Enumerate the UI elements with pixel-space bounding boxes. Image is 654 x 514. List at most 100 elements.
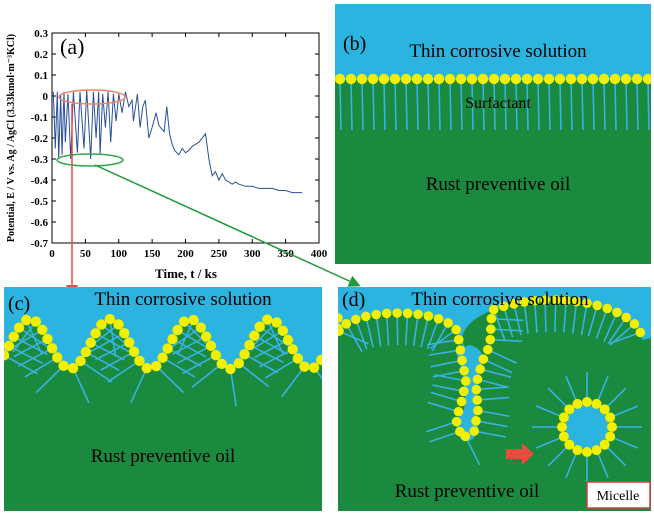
panel-b-surfactant-tails: [339, 79, 650, 131]
surfactant-head: [529, 295, 540, 306]
surfactant-tail: [264, 357, 299, 379]
surfactant-head: [576, 73, 588, 85]
surfactant-tail: [523, 301, 529, 334]
surfactant-head: [607, 422, 617, 432]
surfactant-tail: [162, 357, 196, 378]
surfactant-tail: [477, 409, 510, 418]
surfactant-tail: [130, 367, 148, 403]
surfactant-tail: [167, 347, 202, 367]
surfactant-head: [486, 313, 497, 324]
surfactant-head: [532, 73, 544, 85]
surfactant-head: [598, 73, 610, 85]
surfactant-tail: [238, 362, 270, 388]
surfactant-head: [631, 73, 643, 85]
surfactant-head: [244, 339, 255, 351]
surfactant-head: [453, 406, 464, 417]
surfactant-head: [210, 349, 222, 361]
surfactant-head: [85, 337, 96, 348]
surfactant-head: [486, 324, 496, 334]
surfactant-head: [335, 73, 346, 85]
surfactant-tail: [394, 79, 397, 131]
surfactant-tail: [339, 79, 342, 131]
surfactant-head: [58, 360, 69, 372]
surfactant-head: [47, 343, 58, 354]
surfactant-tail: [258, 348, 294, 368]
y-tick-label: 0: [43, 91, 49, 103]
surfactant-head: [123, 337, 135, 348]
surfactant-tail: [428, 349, 461, 356]
surfactant-tail: [580, 303, 588, 335]
surfactant-head: [582, 397, 592, 407]
surfactant-head: [338, 326, 344, 336]
panel-d-surfactant-tails: [338, 300, 642, 482]
surfactant-tail: [266, 319, 284, 355]
surfactant-head: [172, 324, 183, 336]
surfactant-head: [299, 361, 310, 372]
surfactant-tail: [9, 329, 43, 350]
surfactant-tail: [18, 347, 53, 367]
surfactant-tail: [430, 391, 462, 403]
panel-d-solution: [338, 287, 651, 360]
surfactant-tail: [490, 338, 523, 343]
surfactant-head: [635, 327, 646, 338]
surfactant-head: [599, 404, 610, 415]
surfactant-head: [239, 349, 250, 360]
surfactant-tail: [431, 322, 449, 352]
surfactant-head: [557, 422, 567, 432]
y-tick-label: -0.1: [31, 112, 48, 124]
surfactant-tail: [464, 435, 481, 466]
surfactant-head: [4, 350, 10, 361]
panel-c-oil-text: Rust preventive oil: [91, 446, 236, 467]
surfactant-head: [602, 303, 613, 314]
surfactant-head: [488, 73, 500, 85]
green-highlight-ellipse: [56, 153, 124, 167]
surfactant-head: [488, 304, 499, 315]
surfactant-head: [292, 353, 304, 364]
surfactant-tail: [396, 313, 399, 346]
plot-frame: [51, 32, 320, 244]
surfactant-head: [162, 343, 173, 354]
surfactant-head: [571, 296, 582, 307]
surfactant-tail: [570, 79, 573, 131]
surfactant-tail: [592, 79, 595, 131]
surfactant-tail: [94, 341, 130, 361]
surfactant-head: [519, 297, 530, 307]
panel-d: (d) Thin corrosive solution Rust prevent…: [338, 287, 651, 511]
x-axis-label: Time, t / ks: [155, 266, 217, 281]
surfactant-tail: [554, 300, 557, 333]
surfactant-head: [471, 384, 482, 395]
surfactant-head: [550, 295, 561, 305]
surfactant-tail: [244, 353, 279, 374]
surfactant-tail: [647, 79, 650, 131]
surfactant-tail: [429, 329, 457, 350]
x-tick-label: 0: [49, 248, 55, 260]
surfactant-head: [444, 73, 456, 85]
surfactant-head: [157, 352, 168, 363]
surfactant-tail: [533, 300, 538, 333]
y-axis: 0.3 0.2 0.1 0 -0.1 -0.2 -0.3 -0.4 -0.5 -0.6 -0.7: [31, 28, 319, 250]
surfactant-head: [392, 308, 402, 318]
surfactant-head: [443, 318, 453, 328]
surfactant-tail: [614, 79, 617, 131]
surfactant-head: [455, 345, 466, 355]
surfactant-tail: [477, 378, 509, 389]
surfactant-head: [200, 331, 212, 342]
surfactant-head: [30, 316, 42, 327]
micelle-label: Micelle: [597, 489, 640, 504]
surfactant-head: [458, 386, 469, 397]
surfactant-tail: [595, 308, 609, 339]
surfactant-head: [433, 313, 444, 324]
surfactant-tail: [280, 366, 306, 398]
surfactant-head: [75, 355, 86, 367]
surfactant-head: [499, 73, 511, 85]
surfactant-head: [134, 355, 145, 366]
right-arrow-icon: [506, 443, 534, 465]
panel-b-solution: [335, 4, 651, 80]
surfactant-head: [483, 344, 493, 355]
y-tick-label: 0.3: [34, 28, 48, 40]
surfactant-tail: [13, 336, 48, 356]
x-axis: 0 50 100 150 200 250 300 350 400: [49, 33, 328, 260]
surfactant-tail: [427, 338, 459, 346]
surfactant-head: [67, 363, 79, 374]
panel-b-oil-text: Rust preventive oil: [426, 174, 571, 195]
